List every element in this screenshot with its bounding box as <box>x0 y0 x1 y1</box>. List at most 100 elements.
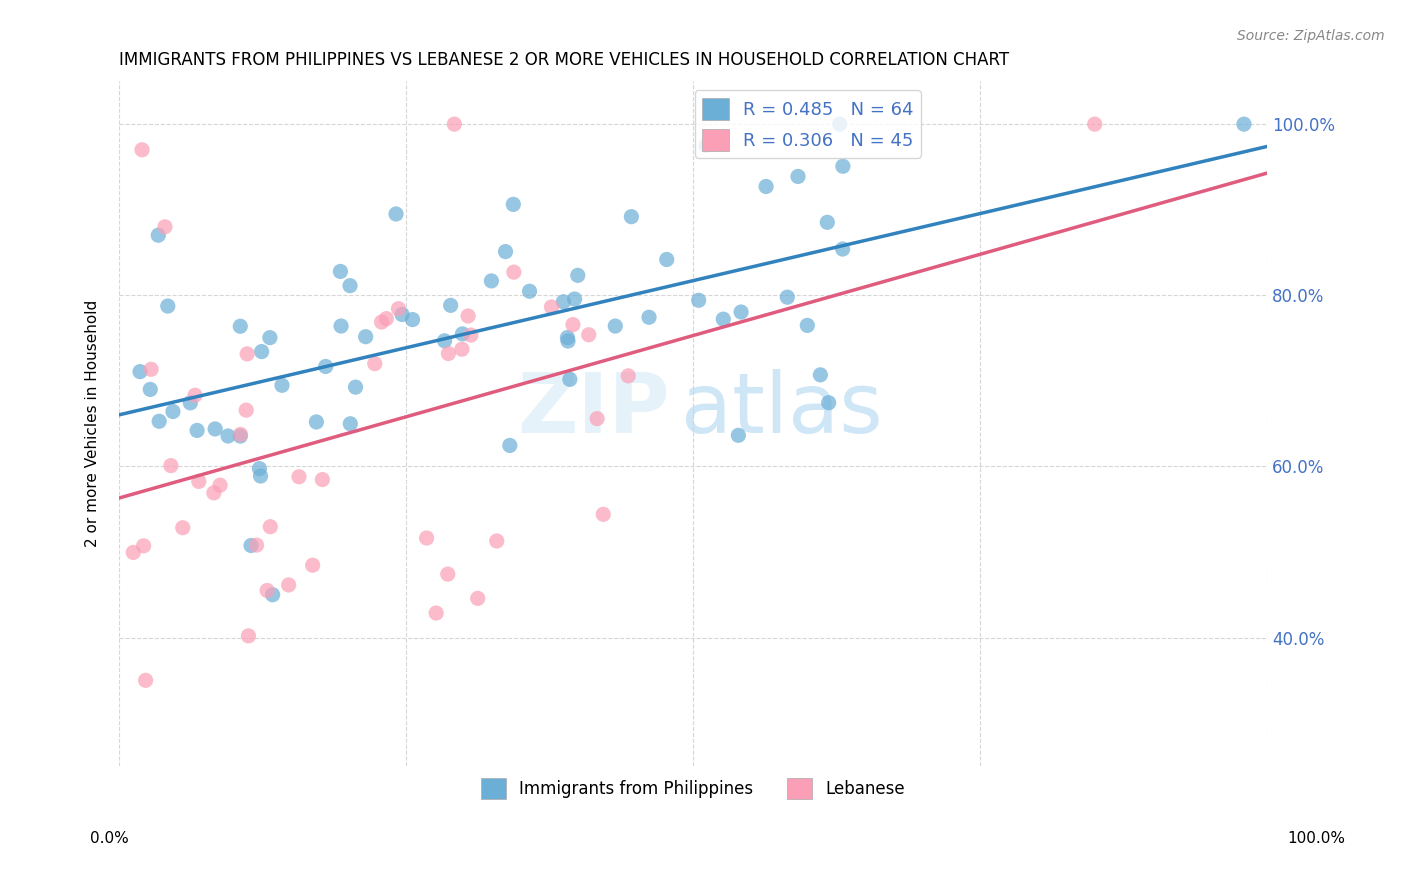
Point <box>620 210 643 224</box>
Point <box>401 312 423 326</box>
Point <box>387 301 409 316</box>
Point <box>262 588 284 602</box>
Point <box>229 429 252 443</box>
Point <box>815 215 838 229</box>
Point <box>578 327 600 342</box>
Point <box>1233 117 1256 131</box>
Point <box>711 312 734 326</box>
Text: Source: ZipAtlas.com: Source: ZipAtlas.com <box>1237 29 1385 43</box>
Y-axis label: 2 or more Vehicles in Household: 2 or more Vehicles in Household <box>86 300 100 548</box>
Point <box>364 357 387 371</box>
Point <box>311 473 333 487</box>
Point <box>139 362 162 376</box>
Point <box>162 404 184 418</box>
Point <box>436 567 458 582</box>
Point <box>655 252 678 267</box>
Point <box>354 329 377 343</box>
Point <box>238 629 260 643</box>
Text: atlas: atlas <box>682 369 883 450</box>
Point <box>817 395 839 409</box>
Point <box>240 539 263 553</box>
Point <box>315 359 337 374</box>
Point <box>586 411 609 425</box>
Point <box>370 315 392 329</box>
Point <box>433 334 456 348</box>
Point <box>344 380 367 394</box>
Point <box>229 319 252 334</box>
Point <box>467 591 489 606</box>
Point <box>187 475 209 489</box>
Point <box>481 274 503 288</box>
Point <box>787 169 810 184</box>
Point <box>250 344 273 359</box>
Point <box>301 558 323 573</box>
Point <box>499 438 522 452</box>
Point <box>451 326 474 341</box>
Point <box>209 478 232 492</box>
Point <box>564 292 586 306</box>
Point <box>131 143 153 157</box>
Point <box>247 461 270 475</box>
Point <box>184 388 207 402</box>
Point <box>776 290 799 304</box>
Point <box>808 368 831 382</box>
Point <box>256 583 278 598</box>
Text: 0.0%: 0.0% <box>90 831 129 846</box>
Point <box>329 264 352 278</box>
Text: 100.0%: 100.0% <box>1286 831 1346 846</box>
Point <box>695 138 717 153</box>
Point <box>688 293 710 308</box>
Point <box>796 318 818 333</box>
Point <box>160 458 183 473</box>
Point <box>605 319 627 334</box>
Point <box>153 219 176 234</box>
Point <box>437 346 460 360</box>
Point <box>558 372 581 386</box>
Point <box>249 469 271 483</box>
Point <box>391 308 413 322</box>
Point <box>330 319 353 334</box>
Point <box>277 578 299 592</box>
Point <box>440 298 463 312</box>
Point <box>557 334 579 348</box>
Point <box>259 519 281 533</box>
Point <box>129 365 152 379</box>
Point <box>172 521 194 535</box>
Point <box>179 396 201 410</box>
Point <box>148 228 170 243</box>
Point <box>375 311 398 326</box>
Point <box>236 347 259 361</box>
Point <box>186 424 208 438</box>
Point <box>553 294 575 309</box>
Point <box>148 414 170 428</box>
Point <box>457 309 479 323</box>
Point <box>305 415 328 429</box>
Point <box>385 207 408 221</box>
Point <box>557 330 579 344</box>
Point <box>561 318 583 332</box>
Text: ZIP: ZIP <box>517 369 671 450</box>
Point <box>425 606 447 620</box>
Point <box>730 305 752 319</box>
Point <box>122 545 145 559</box>
Point <box>156 299 179 313</box>
Point <box>831 159 853 173</box>
Text: IMMIGRANTS FROM PHILIPPINES VS LEBANESE 2 OR MORE VEHICLES IN HOUSEHOLD CORRELAT: IMMIGRANTS FROM PHILIPPINES VS LEBANESE … <box>120 51 1010 69</box>
Point <box>443 117 465 131</box>
Point <box>245 538 267 552</box>
Point <box>519 285 541 299</box>
Point <box>217 429 239 443</box>
Point <box>567 268 589 283</box>
Point <box>831 242 853 256</box>
Point <box>638 310 661 325</box>
Point <box>540 300 562 314</box>
Point <box>502 265 524 279</box>
Point <box>460 328 482 343</box>
Point <box>485 533 508 548</box>
Point <box>288 469 311 483</box>
Point <box>271 378 294 392</box>
Point <box>1084 117 1107 131</box>
Point <box>339 278 361 293</box>
Point <box>415 531 437 545</box>
Point <box>828 117 851 131</box>
